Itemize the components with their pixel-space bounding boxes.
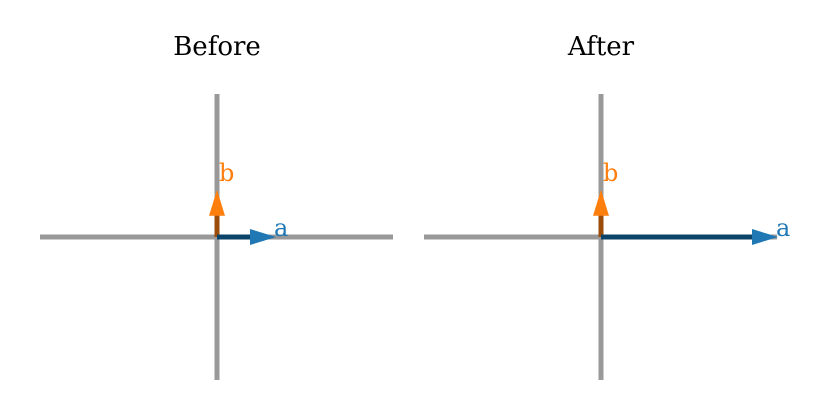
panel-title-after: After xyxy=(567,32,635,62)
plane-before: a b xyxy=(40,94,393,380)
vector-b xyxy=(209,189,225,237)
vector-a-arrowhead xyxy=(752,229,778,245)
vector-b-arrowhead xyxy=(593,189,609,216)
vector-b-arrowhead xyxy=(209,189,225,216)
vector-a-label: a xyxy=(274,214,288,242)
vector-b-label: b xyxy=(219,159,234,187)
vector-b xyxy=(593,189,609,237)
plane-after: a b xyxy=(424,94,790,380)
panel-title-before: Before xyxy=(173,32,261,62)
vector-a-label: a xyxy=(776,214,790,242)
vector-a-arrowhead xyxy=(250,229,276,245)
vector-a xyxy=(601,229,778,245)
vector-b-label: b xyxy=(603,159,618,187)
vector-a xyxy=(217,229,276,245)
panel-before: Before a b xyxy=(17,0,417,420)
panel-after: After a b xyxy=(401,0,801,420)
